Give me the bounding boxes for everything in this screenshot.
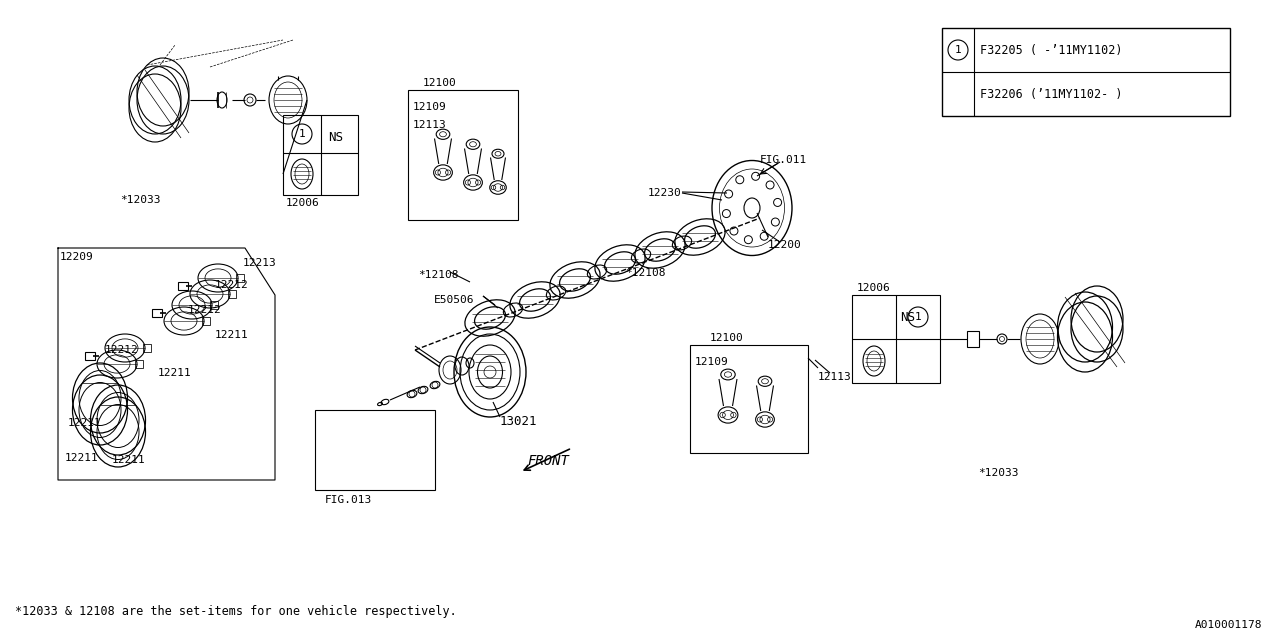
Text: *12033: *12033	[978, 468, 1019, 478]
Bar	[228, 290, 236, 298]
Text: *12033: *12033	[120, 195, 160, 205]
Text: 12211: 12211	[215, 330, 248, 340]
Text: 12212: 12212	[215, 280, 248, 290]
Text: 12213: 12213	[243, 258, 276, 268]
Text: E50506: E50506	[434, 295, 475, 305]
Text: 12113: 12113	[818, 372, 851, 382]
Bar	[690, 345, 808, 453]
Bar	[236, 274, 244, 282]
Bar	[84, 352, 95, 360]
Text: 12209: 12209	[60, 252, 93, 262]
Text: *12108: *12108	[419, 270, 458, 280]
Bar	[408, 90, 518, 220]
Bar	[134, 360, 143, 368]
Text: 1: 1	[298, 129, 306, 139]
Text: 12211: 12211	[113, 455, 146, 465]
Text: FRONT: FRONT	[527, 454, 568, 468]
Text: *12033 & 12108 are the set-items for one vehicle respectively.: *12033 & 12108 are the set-items for one…	[15, 605, 457, 618]
Bar	[178, 282, 188, 290]
Bar	[202, 317, 210, 325]
Text: 12109: 12109	[695, 357, 728, 367]
Text: NS: NS	[900, 310, 915, 323]
Bar	[283, 115, 358, 195]
Bar	[152, 309, 163, 317]
Text: 12212: 12212	[105, 345, 138, 355]
Text: 1: 1	[915, 312, 922, 322]
Text: 12006: 12006	[285, 198, 320, 208]
Bar	[143, 344, 151, 352]
Bar	[210, 301, 218, 309]
Text: 12211: 12211	[68, 418, 101, 428]
Text: FIG.011: FIG.011	[760, 155, 808, 165]
Bar	[315, 410, 435, 490]
Text: 12100: 12100	[422, 78, 457, 88]
Text: NS: NS	[328, 131, 343, 143]
Text: 12113: 12113	[413, 120, 447, 130]
Text: 13021: 13021	[500, 415, 538, 428]
Text: 12211: 12211	[65, 453, 99, 463]
Text: 12230: 12230	[648, 188, 682, 198]
Text: A010001178: A010001178	[1194, 620, 1262, 630]
Text: 1: 1	[955, 45, 961, 55]
Bar	[966, 331, 979, 347]
Text: F32206 (’11MY1102- ): F32206 (’11MY1102- )	[980, 88, 1123, 100]
Text: 12212: 12212	[188, 305, 221, 315]
Text: 12109: 12109	[413, 102, 447, 112]
Text: 12200: 12200	[768, 240, 801, 250]
Text: 12006: 12006	[858, 283, 891, 293]
Text: 12211: 12211	[157, 368, 192, 378]
Text: 12100: 12100	[710, 333, 744, 343]
Text: FIG.013: FIG.013	[325, 495, 372, 505]
Bar	[942, 28, 1230, 116]
Text: *12108: *12108	[625, 268, 666, 278]
Bar	[852, 295, 940, 383]
Text: F32205 ( -’11MY1102): F32205 ( -’11MY1102)	[980, 44, 1123, 56]
